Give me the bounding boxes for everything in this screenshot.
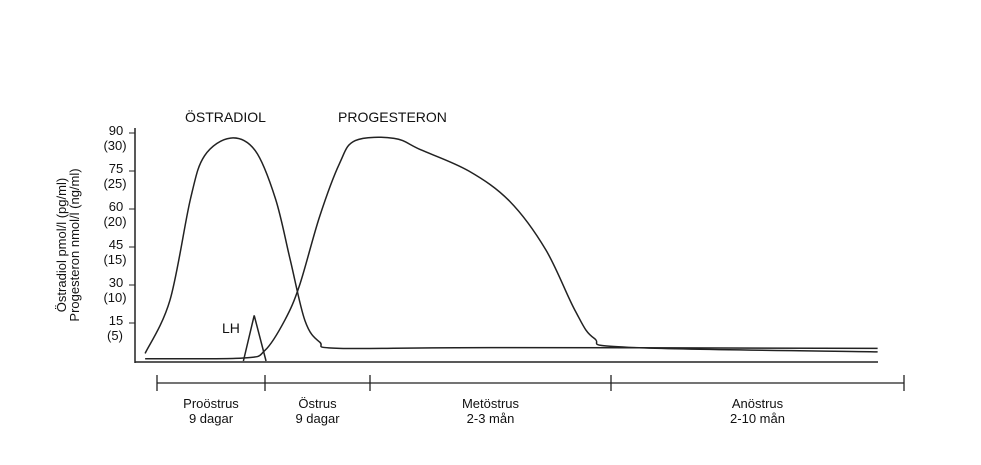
lh-curve [242,315,267,362]
phase-name: Anöstrus [732,396,784,411]
lh-label: LH [222,320,240,336]
y-tick-sublabel: (10) [103,290,126,305]
ostradiol-curve [144,137,878,354]
y-axis: 90(30) 75(25) 60(20) 45(15) 30(10) 15(5) [103,123,878,363]
y-tick-label: 60 [109,199,123,214]
ostradiol-label: ÖSTRADIOL [185,108,266,125]
y-axis-label-line: Progesteron nmol/l (ng/ml) [67,168,82,321]
y-tick-sublabel: (20) [103,214,126,229]
y-tick-label: 30 [109,275,123,290]
phase-name: Metöstrus [462,396,520,411]
progesteron-curve [145,136,878,360]
phase-duration: 9 dagar [295,411,340,426]
y-axis-label: Östradiol pmol/l (pg/ml)Progesteron nmol… [54,168,82,321]
y-tick-sublabel: (30) [103,138,126,153]
phase-duration: 9 dagar [189,411,234,426]
y-tick-label: 45 [109,237,123,252]
curves: ÖSTRADIOL PROGESTERON LH [144,108,878,362]
y-axis-label-line: Östradiol pmol/l (pg/ml) [54,178,69,312]
phase-name: Östrus [298,396,337,411]
y-tick-label: 75 [109,161,123,176]
y-tick-label: 90 [109,123,123,138]
y-tick-sublabel: (25) [103,176,126,191]
phase-duration: 2-3 mån [467,411,515,426]
phase-duration: 2-10 mån [730,411,785,426]
y-tick-label: 15 [109,313,123,328]
progesteron-label: PROGESTERON [338,109,447,125]
y-tick-sublabel: (5) [107,328,123,343]
y-tick-sublabel: (15) [103,252,126,267]
phase-name: Proöstrus [183,396,239,411]
